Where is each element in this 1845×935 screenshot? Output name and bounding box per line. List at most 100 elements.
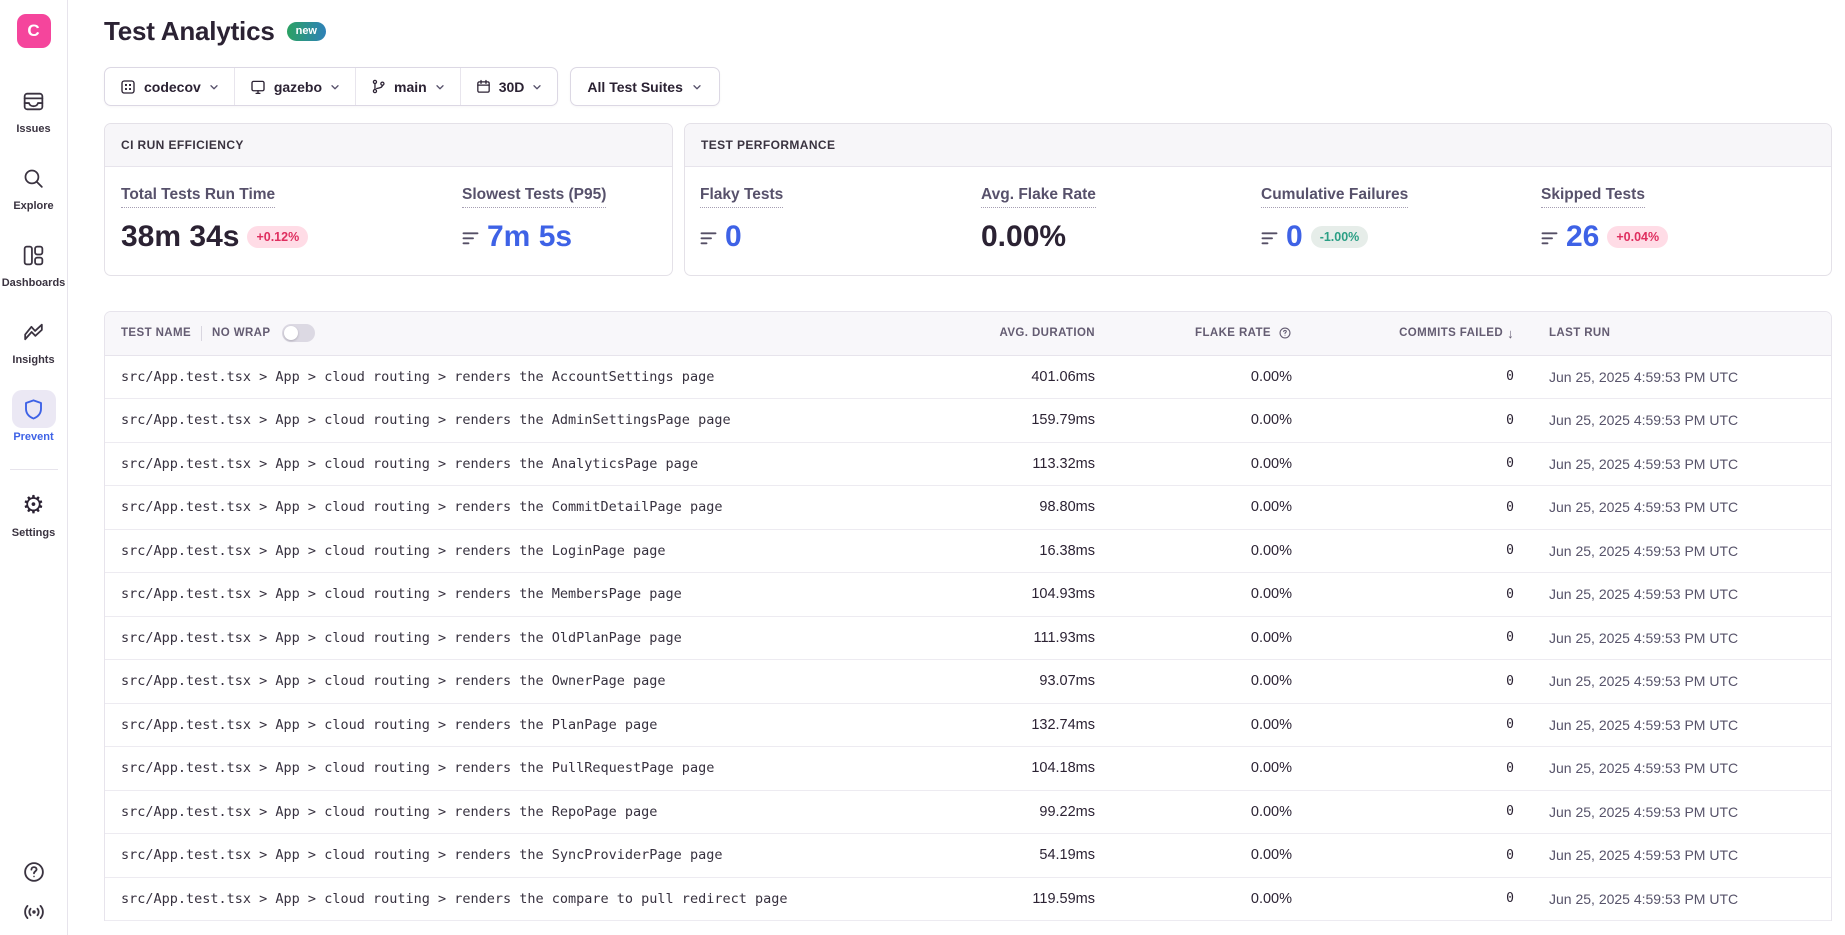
avg-duration-cell: 119.59ms <box>1032 890 1095 907</box>
flake-rate-cell: 0.00% <box>1250 716 1292 733</box>
table-row[interactable]: src/App.test.tsx > App > cloud routing >… <box>105 834 1831 878</box>
commits-failed-cell: 0 <box>1506 499 1514 515</box>
flake-rate-header[interactable]: FLAKE RATE <box>1095 326 1292 340</box>
sidebar-nav: Issues Explore <box>0 82 67 539</box>
sidebar-item-label: Issues <box>16 123 51 135</box>
sidebar-item-insights[interactable]: Insights <box>0 313 67 366</box>
test-name-cell: src/App.test.tsx > App > cloud routing >… <box>121 629 682 646</box>
last-run-cell: Jun 25, 2025 4:59:53 PM UTC <box>1549 455 1739 472</box>
commits-failed-cell: 0 <box>1506 673 1514 689</box>
commits-failed-header[interactable]: COMMITS FAILED ↓ <box>1292 326 1514 341</box>
flake-rate-cell: 0.00% <box>1250 412 1292 429</box>
chevron-down-icon <box>210 84 218 89</box>
test-name-cell: src/App.test.tsx > App > cloud routing >… <box>121 542 666 559</box>
flake-rate-cell: 0.00% <box>1250 586 1292 603</box>
flake-rate-cell: 0.00% <box>1250 673 1292 690</box>
last-run-cell: Jun 25, 2025 4:59:53 PM UTC <box>1549 673 1739 690</box>
filter-bar: codecov gazebo <box>104 67 1832 106</box>
branch-selector[interactable]: main <box>355 68 460 105</box>
new-badge: new <box>286 22 326 41</box>
flake-rate-cell: 0.00% <box>1250 803 1292 820</box>
delta-badge: -1.00% <box>1310 225 1369 248</box>
sidebar-divider <box>9 469 58 470</box>
table-row[interactable]: src/App.test.tsx > App > cloud routing >… <box>105 660 1831 704</box>
metric-value[interactable]: 26 <box>1566 220 1600 253</box>
test-name-cell: src/App.test.tsx > App > cloud routing >… <box>121 586 682 603</box>
commits-failed-cell: 0 <box>1506 456 1514 472</box>
flake-rate-cell: 0.00% <box>1250 847 1292 864</box>
test-performance-card: TEST PERFORMANCE Flaky Tests 0 Avg. Flak… <box>684 123 1832 276</box>
org-selector[interactable]: codecov <box>105 68 234 105</box>
sidebar-item-dashboards[interactable]: Dashboards <box>0 236 67 289</box>
commits-failed-cell: 0 <box>1506 804 1514 820</box>
metric-value: 0.00% <box>981 220 1067 253</box>
table-row[interactable]: src/App.test.tsx > App > cloud routing >… <box>105 529 1831 573</box>
last-run-cell: Jun 25, 2025 4:59:53 PM UTC <box>1549 890 1739 907</box>
avg-duration-cell: 159.79ms <box>1031 412 1095 429</box>
broadcast-icon[interactable] <box>21 899 47 925</box>
table-row[interactable]: src/App.test.tsx > App > cloud routing >… <box>105 399 1831 443</box>
table-row[interactable]: src/App.test.tsx > App > cloud routing >… <box>105 573 1831 617</box>
no-wrap-toggle[interactable] <box>282 324 316 342</box>
avg-duration-header[interactable]: AVG. DURATION <box>935 327 1095 339</box>
sidebar: C Issues E <box>0 0 68 935</box>
metric-label[interactable]: Cumulative Failures <box>1261 186 1409 208</box>
metric-value[interactable]: 0 <box>1286 220 1303 253</box>
avg-duration-cell: 104.18ms <box>1031 760 1095 777</box>
test-table-body: src/App.test.tsx > App > cloud routing >… <box>105 355 1831 921</box>
chevron-down-icon <box>331 84 339 89</box>
date-range-selector[interactable]: 30D <box>459 68 558 105</box>
test-name-cell: src/App.test.tsx > App > cloud routing >… <box>121 716 658 733</box>
metric-label[interactable]: Flaky Tests <box>700 186 784 208</box>
table-row[interactable]: src/App.test.tsx > App > cloud routing >… <box>105 790 1831 834</box>
test-suites-dropdown[interactable]: All Test Suites <box>570 67 720 106</box>
last-run-header[interactable]: LAST RUN <box>1514 327 1831 339</box>
help-icon[interactable] <box>21 859 47 885</box>
info-icon[interactable] <box>1278 326 1292 340</box>
metric-value-row: 38m 34s +0.12% <box>121 221 462 253</box>
metric-label[interactable]: Slowest Tests (P95) <box>462 186 607 208</box>
table-row[interactable]: src/App.test.tsx > App > cloud routing >… <box>105 747 1831 791</box>
table-row[interactable]: src/App.test.tsx > App > cloud routing >… <box>105 877 1831 921</box>
sidebar-item-settings[interactable]: ⚙ Settings <box>0 486 67 540</box>
avg-duration-cell: 99.22ms <box>1039 803 1095 820</box>
dashboards-icon <box>12 236 56 274</box>
last-run-cell: Jun 25, 2025 4:59:53 PM UTC <box>1549 847 1739 864</box>
last-run-cell: Jun 25, 2025 4:59:53 PM UTC <box>1549 716 1739 733</box>
test-name-cell: src/App.test.tsx > App > cloud routing >… <box>121 368 715 385</box>
metric-label[interactable]: Avg. Flake Rate <box>981 186 1096 208</box>
repo-selector[interactable]: gazebo <box>233 68 355 105</box>
sidebar-item-label: Dashboards <box>1 277 66 289</box>
commits-failed-cell: 0 <box>1506 543 1514 559</box>
table-row[interactable]: src/App.test.tsx > App > cloud routing >… <box>105 616 1831 660</box>
branch-icon <box>372 79 385 94</box>
header-divider <box>201 325 203 341</box>
date-range-label: 30D <box>498 78 525 95</box>
flake-rate-cell: 0.00% <box>1250 890 1292 907</box>
metric-label[interactable]: Total Tests Run Time <box>121 186 276 208</box>
test-name-header: TEST NAME NO WRAP <box>105 324 935 342</box>
table-row[interactable]: src/App.test.tsx > App > cloud routing >… <box>105 442 1831 486</box>
metric-value[interactable]: 7m 5s <box>487 220 573 253</box>
avg-duration-cell: 113.32ms <box>1032 455 1095 472</box>
test-name-header-label: TEST NAME <box>121 327 192 339</box>
org-logo[interactable]: C <box>16 14 51 48</box>
metric-label[interactable]: Skipped Tests <box>1541 186 1645 208</box>
delta-badge: +0.04% <box>1607 225 1669 248</box>
metric: Slowest Tests (P95) 7m 5s <box>462 186 656 253</box>
sidebar-item-prevent[interactable]: Prevent <box>0 390 67 443</box>
org-selector-label: codecov <box>144 78 201 95</box>
metric-value[interactable]: 0 <box>725 220 742 253</box>
sidebar-item-issues[interactable]: Issues <box>0 82 67 135</box>
commits-failed-header-label: COMMITS FAILED <box>1399 327 1504 339</box>
sidebar-item-explore[interactable]: Explore <box>0 159 67 212</box>
last-run-cell: Jun 25, 2025 4:59:53 PM UTC <box>1549 499 1739 516</box>
search-icon <box>12 159 56 197</box>
card-metrics: Flaky Tests 0 Avg. Flake Rate 0.00% Cumu… <box>685 167 1831 275</box>
metric: Avg. Flake Rate 0.00% <box>981 186 1261 253</box>
table-row[interactable]: src/App.test.tsx > App > cloud routing >… <box>105 486 1831 530</box>
filter-lines-icon <box>700 232 717 244</box>
flake-rate-header-label: FLAKE RATE <box>1195 327 1271 339</box>
table-row[interactable]: src/App.test.tsx > App > cloud routing >… <box>105 355 1831 399</box>
table-row[interactable]: src/App.test.tsx > App > cloud routing >… <box>105 703 1831 747</box>
